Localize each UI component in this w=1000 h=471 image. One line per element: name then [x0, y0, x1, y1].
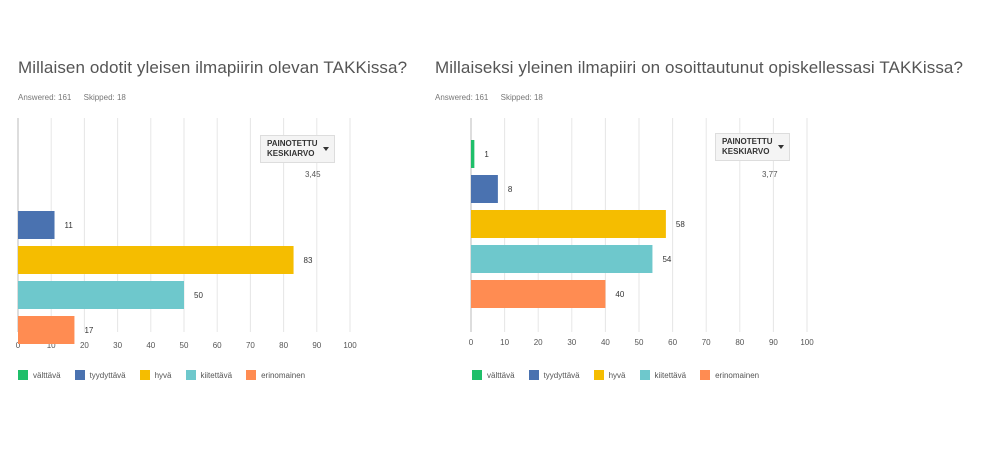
data-label: 8 — [508, 185, 513, 194]
weighted-average-button-2[interactable]: PAINOTETTU KESKIARVO — [715, 133, 790, 161]
legend-swatch — [700, 370, 711, 380]
x-tick-label: 20 — [534, 338, 543, 347]
legend-item-välttävä[interactable]: välttävä — [18, 370, 61, 380]
legend-swatch — [74, 370, 85, 380]
bar-kiitettävä[interactable] — [471, 245, 653, 273]
legend-item-kiitettävä[interactable]: kiitettävä — [185, 370, 233, 380]
legend-swatch — [185, 370, 196, 380]
weighted-average-label-line2-1: KESKIARVO — [267, 149, 315, 158]
data-label: 11 — [65, 221, 74, 230]
legend-label: hyvä — [608, 370, 626, 380]
x-tick-label: 20 — [80, 341, 89, 350]
x-tick-label: 70 — [702, 338, 711, 347]
data-label: 50 — [194, 291, 203, 300]
legend-item-tyydyttävä[interactable]: tyydyttävä — [528, 370, 580, 380]
x-tick-label: 30 — [567, 338, 576, 347]
legend-label: hyvä — [154, 370, 172, 380]
x-tick-label: 60 — [668, 338, 677, 347]
x-tick-label: 40 — [146, 341, 155, 350]
response-stats-1: Answered: 161 Skipped: 18 — [18, 93, 136, 102]
data-label: 54 — [662, 255, 671, 264]
weighted-average-label-line2-2: KESKIARVO — [722, 147, 770, 156]
legend-label: erinomainen — [261, 370, 306, 380]
chevron-down-icon — [777, 145, 784, 149]
bar-chart-2: 0 10 20 30 40 50 60 70 80 90 100 1 8 58 54 40 — [469, 118, 814, 347]
weighted-average-value-1: 3,45 — [305, 170, 321, 179]
x-tick-label: 70 — [246, 341, 255, 350]
answered-count-2: Answered: 161 — [435, 93, 489, 102]
legend-swatch — [528, 370, 539, 380]
legend-label: tyydyttävä — [543, 370, 580, 380]
data-label: 58 — [676, 220, 685, 229]
x-tick-label: 40 — [601, 338, 610, 347]
question-title-2: Millaiseksi yleinen ilmapiiri on osoitta… — [435, 58, 964, 77]
x-tick-label: 100 — [343, 341, 357, 350]
legend-item-tyydyttävä[interactable]: tyydyttävä — [74, 370, 126, 380]
data-label: 1 — [484, 150, 489, 159]
x-tick-label: 30 — [113, 341, 122, 350]
legend-item-välttävä[interactable]: välttävä — [472, 370, 515, 380]
legend-1: välttävä tyydyttävä hyvä kiitettävä erinomai… — [18, 370, 319, 380]
legend-item-kiitettävä[interactable]: kiitettävä — [639, 370, 687, 380]
legend-label: erinomainen — [715, 370, 760, 380]
x-tick-label: 60 — [213, 341, 222, 350]
legend-label: tyydyttävä — [89, 370, 126, 380]
data-label: 83 — [304, 256, 313, 265]
x-tick-label: 90 — [312, 341, 321, 350]
bar-erinomainen[interactable] — [18, 316, 75, 344]
legend-item-erinomainen[interactable]: erinomainen — [246, 370, 305, 380]
x-tick-label: 80 — [279, 341, 288, 350]
bar-chart-1: 0 10 20 30 40 50 60 70 80 90 100 11 83 50 17 — [16, 118, 357, 350]
legend-swatch — [18, 370, 28, 380]
weighted-average-value-2: 3,77 — [762, 170, 778, 179]
bar-hyvä[interactable] — [471, 210, 666, 238]
legend-item-hyvä[interactable]: hyvä — [139, 370, 172, 380]
x-tick-label: 90 — [769, 338, 778, 347]
legend-swatch — [139, 370, 150, 380]
x-tick-label: 0 — [16, 341, 21, 350]
bar-välttävä[interactable] — [471, 140, 475, 168]
bar-tyydyttävä[interactable] — [18, 211, 55, 239]
legend-label: välttävä — [33, 370, 61, 380]
x-tick-label: 50 — [635, 338, 644, 347]
legend-item-hyvä[interactable]: hyvä — [593, 370, 626, 380]
legend-label: välttävä — [487, 370, 515, 380]
bar-kiitettävä[interactable] — [18, 281, 184, 309]
chevron-down-icon — [322, 147, 329, 151]
skipped-count-1: Skipped: 18 — [83, 93, 126, 102]
x-tick-label: 10 — [47, 341, 56, 350]
legend-label: kiitettävä — [200, 370, 233, 380]
legend-swatch — [472, 370, 482, 380]
legend-swatch — [639, 370, 650, 380]
x-tick-label: 10 — [500, 338, 509, 347]
legend-label: kiitettävä — [654, 370, 687, 380]
bar-hyvä[interactable] — [18, 246, 294, 274]
question-title-1: Millaisen odotit yleisen ilmapiirin olev… — [18, 58, 408, 77]
x-tick-label: 0 — [469, 338, 474, 347]
answered-count-1: Answered: 161 — [18, 93, 72, 102]
x-tick-label: 80 — [735, 338, 744, 347]
bar-erinomainen[interactable] — [471, 280, 606, 308]
weighted-average-label-line1-1: PAINOTETTU — [267, 139, 318, 148]
data-label: 40 — [615, 290, 624, 299]
x-tick-label: 100 — [800, 338, 814, 347]
legend-item-erinomainen[interactable]: erinomainen — [700, 370, 759, 380]
legend-2: välttävä tyydyttävä hyvä kiitettävä erinomai… — [472, 370, 773, 380]
legend-swatch — [593, 370, 604, 380]
legend-swatch — [246, 370, 257, 380]
weighted-average-button-1[interactable]: PAINOTETTU KESKIARVO — [260, 135, 335, 163]
data-label: 17 — [84, 326, 93, 335]
weighted-average-label-line1-2: PAINOTETTU — [722, 137, 773, 146]
response-stats-2: Answered: 161 Skipped: 18 — [435, 93, 553, 102]
bar-tyydyttävä[interactable] — [471, 175, 498, 203]
skipped-count-2: Skipped: 18 — [500, 93, 543, 102]
x-tick-label: 50 — [180, 341, 189, 350]
